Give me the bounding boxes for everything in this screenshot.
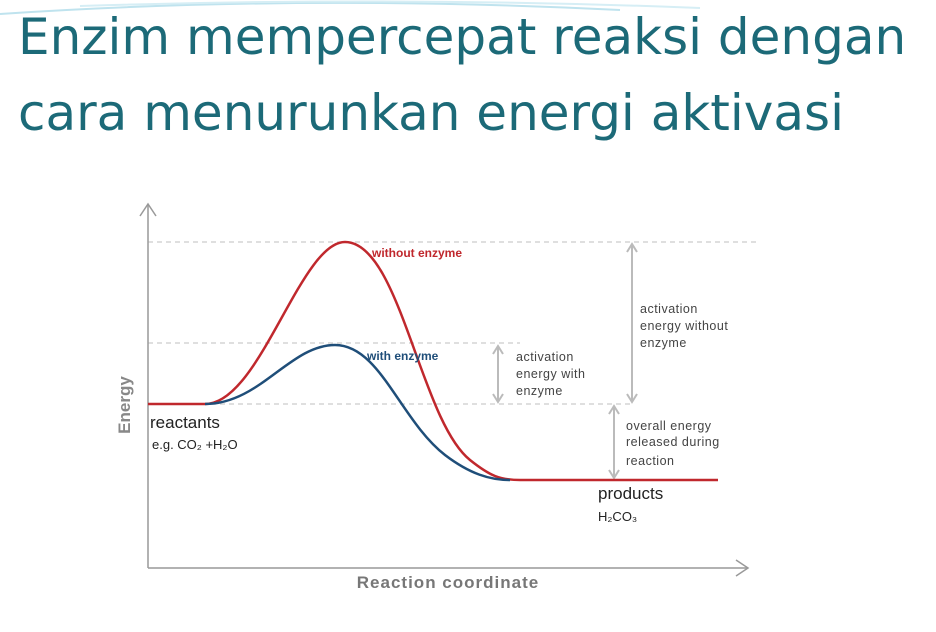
products-label: products: [598, 484, 663, 503]
annotation: released during: [626, 435, 720, 449]
annotation: activation: [640, 302, 698, 316]
reactants-example: e.g. CO₂ +H₂O: [152, 437, 238, 452]
annotation: enzyme: [516, 384, 563, 398]
arrow-head: [608, 404, 620, 415]
slide-title: Enzim mempercepat reaksi dengan: [18, 8, 907, 66]
curve-label: without enzyme: [371, 246, 462, 260]
annotation: reaction: [626, 454, 674, 468]
annotation: enzyme: [640, 336, 687, 350]
decoration: [79, 0, 701, 9]
slide-title: cara menurunkan energi aktivasi: [18, 84, 844, 142]
arrow-head: [492, 344, 504, 355]
curve-without-enzyme: [148, 240, 718, 482]
annotation: overall energy: [626, 419, 712, 433]
arrow-head: [608, 469, 620, 480]
diagram-panel: [88, 170, 800, 616]
annotation: energy without: [640, 319, 728, 333]
y-arrow: [139, 202, 157, 217]
arrow-head: [626, 242, 638, 253]
annotation: activation: [516, 350, 574, 364]
decoration: [0, 1, 621, 15]
reactants-label: reactants: [150, 413, 220, 432]
arrow-head: [626, 393, 638, 404]
products-example: H₂CO₃: [598, 509, 637, 524]
arrow-head: [492, 393, 504, 404]
y-axis-label: Energy: [115, 376, 134, 434]
x-axis-label: Reaction coordinate: [357, 573, 539, 592]
x-arrow: [735, 559, 750, 577]
curve-with-enzyme: [204, 343, 511, 482]
energy-arrows: [492, 242, 638, 480]
annotation: energy with: [516, 367, 585, 381]
reference-lines: [148, 241, 760, 405]
curve-label: with enzyme: [366, 349, 439, 363]
axes: [139, 202, 750, 577]
